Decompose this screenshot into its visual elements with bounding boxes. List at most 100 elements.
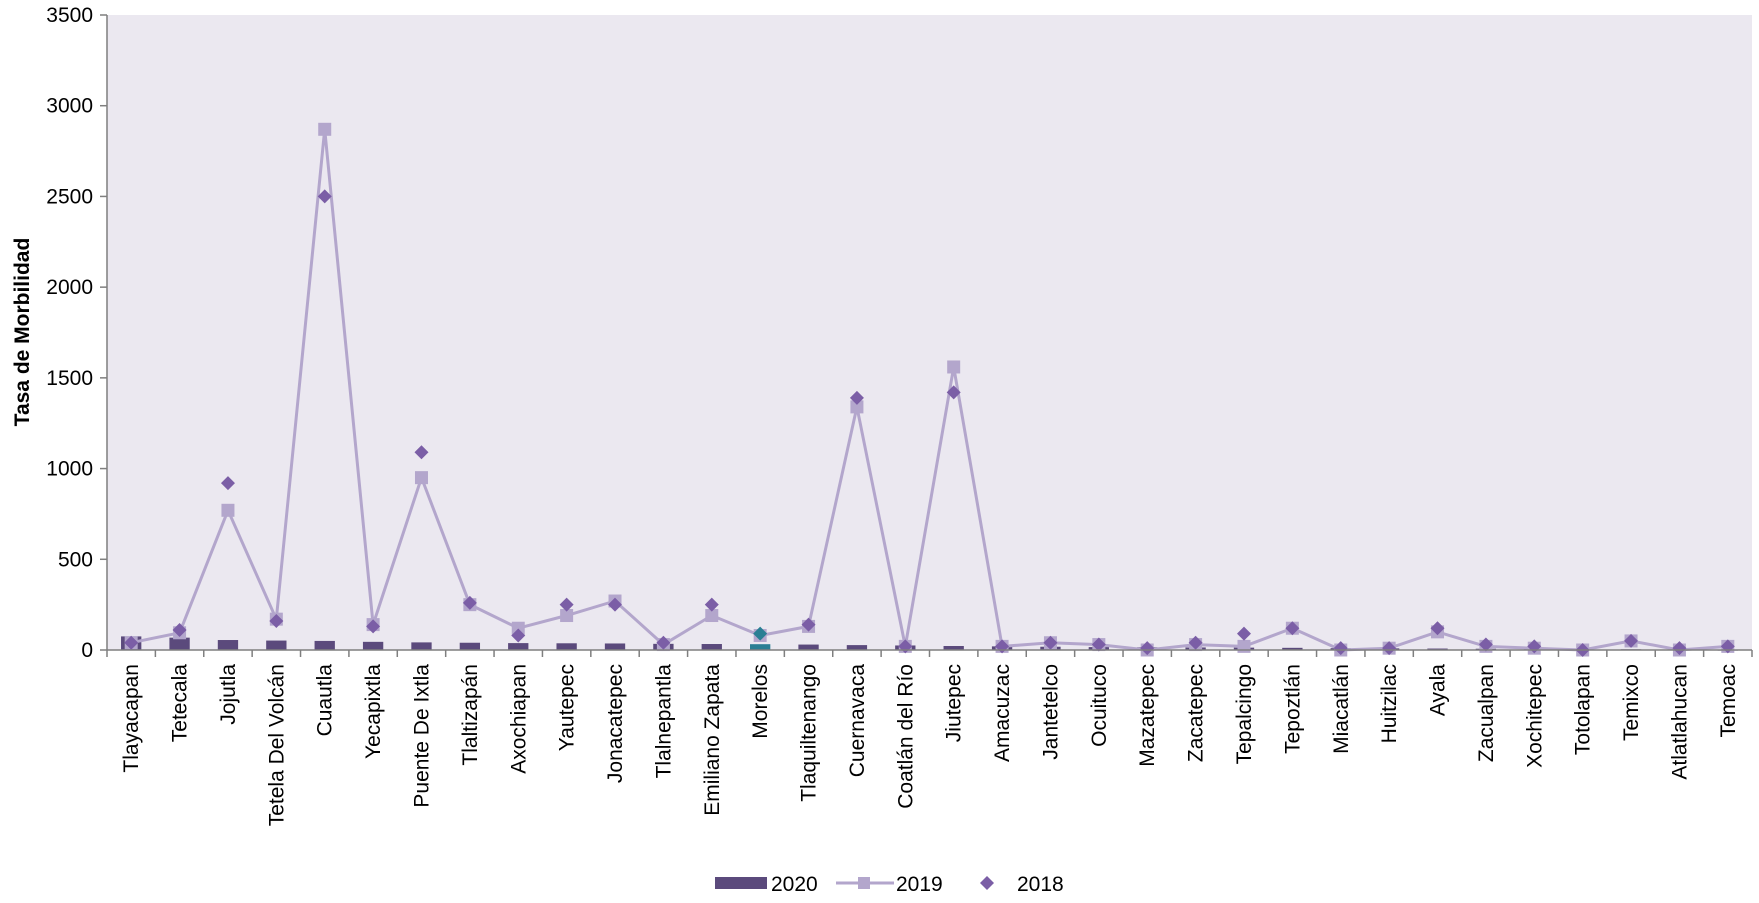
bar-2020 <box>798 644 819 650</box>
x-tick-label: Morelos <box>749 664 772 739</box>
x-tick-label: Temixco <box>1620 664 1643 741</box>
marker-2018 <box>1624 633 1639 648</box>
bar-2020 <box>943 646 964 650</box>
bar-2020 <box>701 644 722 650</box>
x-tick-label: Miacatlán <box>1330 664 1353 754</box>
marker-2019 <box>414 471 428 485</box>
legend-label-2019: 2019 <box>896 873 943 896</box>
marker-2018 <box>1285 621 1300 636</box>
marker-2018 <box>220 476 235 491</box>
x-tick-label: Tepoztlán <box>1281 664 1304 754</box>
marker-2018 <box>414 445 429 460</box>
bar-2020 <box>362 641 384 650</box>
legend: 2020 2019 2018 <box>715 873 1064 896</box>
x-tick-label: Totolapan <box>1572 664 1595 755</box>
x-tick-label: Jantetelco <box>1039 664 1062 760</box>
marker-2018 <box>1236 626 1251 641</box>
marker-2018 <box>608 597 623 612</box>
y-tick-label: 1500 <box>46 367 93 390</box>
x-tick-label: Ocuituco <box>1088 664 1111 747</box>
bar-2020 <box>1282 647 1303 650</box>
bar-2020 <box>217 640 239 650</box>
x-ticks: Tlayacapan Tetecala Jojutla Tetela Del Volc… <box>106 650 1753 826</box>
bar-2020 <box>604 643 626 650</box>
x-tick-label: Tlayacapan <box>120 664 143 773</box>
y-tick-label: 1000 <box>46 458 93 481</box>
marker-2018 <box>1091 637 1106 652</box>
x-tick-label: Yautepec <box>556 664 579 751</box>
marker-2018 <box>704 597 719 612</box>
marker-2019 <box>850 400 864 414</box>
marker-2018 <box>656 635 671 650</box>
bar-2020 <box>556 643 577 650</box>
marker-2019 <box>511 621 525 635</box>
x-tick-label: Coatlán del Río <box>894 664 917 809</box>
marker-2018 <box>1672 641 1687 656</box>
marker-2018 <box>317 189 332 204</box>
y-tick-label: 3000 <box>46 95 93 118</box>
x-tick-label: Atlatlahucan <box>1668 664 1691 780</box>
marker-2018 <box>1188 635 1203 650</box>
marker-2018 <box>1478 637 1493 652</box>
legend-marker-2019 <box>858 877 870 889</box>
marker-2018 <box>269 613 284 628</box>
marker-2019 <box>560 609 574 623</box>
marker-2019 <box>221 503 235 517</box>
x-tick-label: Axochiapan <box>507 664 530 774</box>
legend-swatch-2020 <box>715 877 767 889</box>
y-tick-label: 2500 <box>46 185 93 208</box>
marker-2018 <box>462 595 477 610</box>
x-tick-label: Tlaltizapán <box>459 664 482 766</box>
x-tick-label: Temoac <box>1717 664 1740 738</box>
bar-2020 <box>169 637 190 650</box>
bar-2020 <box>846 645 868 650</box>
bar-2020 <box>459 642 481 650</box>
marker-2018 <box>1333 641 1348 656</box>
x-tick-label: Tetecala <box>169 664 192 743</box>
x-tick-label: Cuautla <box>314 664 337 737</box>
y-tick-label: 0 <box>81 639 93 662</box>
plot-area <box>107 15 1752 650</box>
y-tick-label: 500 <box>58 548 93 571</box>
x-tick-label: Tlaquiltenango <box>798 664 821 802</box>
marker-2018 <box>559 597 574 612</box>
y-ticks: 0 500 1000 1500 2000 2500 3000 3500 <box>46 4 107 662</box>
bar-2020 <box>314 640 335 650</box>
marker-2018 <box>172 623 187 638</box>
x-tick-label: Cuernavaca <box>846 664 869 778</box>
x-tick-label: Jonacatepec <box>604 664 627 783</box>
x-tick-label: Jiutepec <box>943 664 966 742</box>
marker-2019 <box>947 360 961 374</box>
marker-2018 <box>124 635 139 650</box>
marker-2018 <box>511 628 526 643</box>
y-axis-label: Tasa de Morbilidad <box>11 238 34 427</box>
x-tick-label: Yecapixtla <box>362 664 385 759</box>
bar-2020 <box>750 644 771 650</box>
marker-2018 <box>1382 641 1397 656</box>
x-tick-label: Jojutla <box>217 664 240 725</box>
y-tick-label: 2000 <box>46 276 93 299</box>
x-tick-label: Puente De Ixtla <box>410 664 433 808</box>
legend-label-2018: 2018 <box>1017 873 1064 896</box>
x-tick-label: Xochitepec <box>1523 664 1546 768</box>
marker-2018 <box>753 626 768 641</box>
series-line-2019 <box>130 129 1728 652</box>
marker-2018 <box>1043 635 1058 650</box>
marker-2019 <box>318 122 332 136</box>
bar-2020 <box>508 643 529 650</box>
x-tick-label: Ayala <box>1427 664 1450 716</box>
x-tick-label: Tetela Del Volcán <box>265 664 288 826</box>
x-tick-label: Mazatepec <box>1136 664 1159 767</box>
legend-marker-2018 <box>980 876 994 890</box>
x-tick-label: Tlalnepantla <box>652 664 675 779</box>
marker-2018 <box>946 385 961 400</box>
marker-2018 <box>1430 621 1445 636</box>
y-tick-label: 3500 <box>46 4 93 27</box>
marker-2018 <box>849 390 864 405</box>
x-tick-label: Zacualpan <box>1475 664 1498 762</box>
x-tick-label: Zacatepec <box>1185 664 1208 762</box>
marker-2019 <box>705 609 719 623</box>
bar-2020 <box>266 640 287 650</box>
legend-label-2020: 2020 <box>771 873 818 896</box>
